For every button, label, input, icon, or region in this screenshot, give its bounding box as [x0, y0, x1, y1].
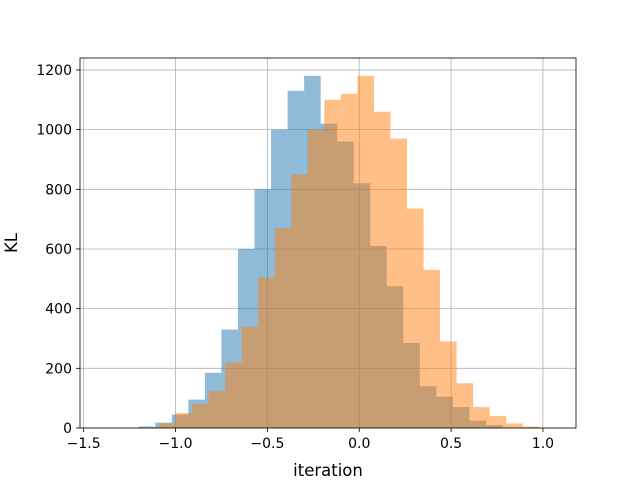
- histogram-bar-series-2: [440, 341, 457, 428]
- histogram-bar-series-1: [138, 426, 156, 428]
- histogram-bar-series-2: [506, 423, 523, 428]
- y-tick-label: 200: [45, 361, 72, 377]
- histogram-bar-series-2: [208, 390, 226, 428]
- histogram-bar-series-2: [357, 75, 374, 428]
- histogram-bar-series-2: [291, 174, 308, 428]
- y-tick-label: 1000: [36, 123, 72, 139]
- histogram-bar-series-2: [158, 423, 176, 428]
- y-axis-label: KL: [2, 232, 21, 253]
- histogram-bar-series-2: [340, 93, 358, 428]
- y-axis-ticks: 0 200 400 600 800 1000 1200: [36, 63, 80, 437]
- histogram-bar-series-2: [324, 99, 341, 428]
- y-tick-label: 400: [45, 302, 72, 318]
- histogram-bar-series-2: [406, 208, 424, 428]
- y-tick-label: 800: [45, 182, 72, 198]
- x-tick-label: −1.5: [67, 436, 101, 452]
- histogram-bar-series-2: [241, 326, 259, 428]
- x-tick-label: 1.0: [532, 436, 554, 452]
- y-tick-label: 1200: [36, 63, 72, 79]
- histogram-bar-series-2: [274, 228, 292, 428]
- histogram-bar-series-2: [225, 362, 242, 428]
- x-axis-label: iteration: [293, 461, 363, 480]
- histogram-bar-series-2: [192, 404, 209, 428]
- x-axis-ticks: −1.5 −1.0 −0.5 0.0 0.5 1.0: [67, 428, 554, 452]
- y-tick-label: 600: [45, 242, 72, 258]
- x-tick-label: −0.5: [250, 436, 284, 452]
- histogram-bar-series-2: [390, 138, 407, 428]
- histogram-bar-series-2: [522, 426, 540, 428]
- histogram-bar-series-2: [489, 416, 507, 428]
- plot-frame: [79, 57, 577, 429]
- histogram-bar-series-2: [473, 407, 490, 428]
- x-tick-label: 0.5: [440, 436, 462, 452]
- histogram-bar-series-2: [423, 269, 441, 428]
- histogram-bar-series-2: [258, 277, 275, 428]
- y-tick-label: 0: [63, 421, 72, 437]
- histogram-bar-series-2: [456, 383, 474, 428]
- histogram-bar-series-2: [175, 413, 193, 428]
- histogram-bars: [138, 75, 540, 429]
- histogram-bar-series-2: [373, 111, 391, 428]
- histogram-bar-series-2: [307, 129, 325, 428]
- x-tick-label: −1.0: [159, 436, 193, 452]
- x-tick-label: 0.0: [348, 436, 370, 452]
